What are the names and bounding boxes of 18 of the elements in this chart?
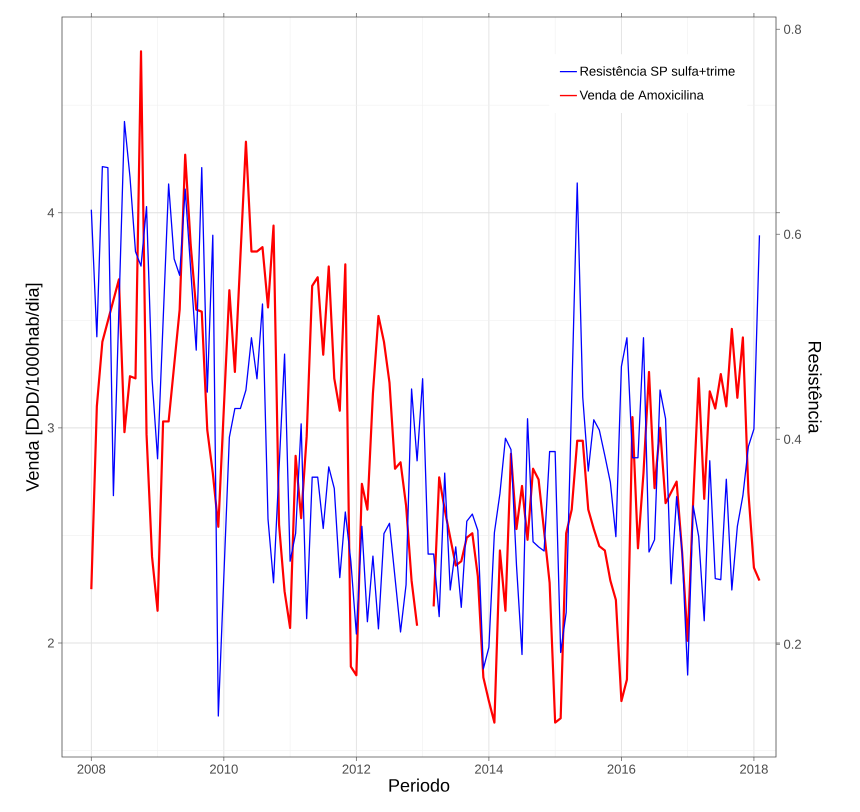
x-tick-label: 2010 (210, 764, 238, 774)
y2-tick-label: 0.2 (784, 640, 801, 649)
x-tick-label: 2008 (78, 764, 106, 774)
y2-tick-label: 0.6 (784, 230, 802, 239)
x-tick-label: 2012 (342, 764, 370, 774)
y-tick-label: 3 (48, 423, 54, 432)
x-tick-label: 2016 (608, 764, 636, 774)
y2-tick-label: 0.8 (784, 24, 802, 34)
y2-axis-title: Resistência (808, 342, 822, 434)
x-tick-label: 2018 (740, 764, 768, 774)
y-axis-title: Venda [DDD/1000hab/dia] (26, 284, 42, 492)
y-tick-label: 2 (48, 638, 54, 648)
x-tick-label: 2014 (475, 764, 503, 774)
legend-label: Resistência SP sulfa+trime (580, 66, 735, 76)
y2-tick-label: 0.4 (784, 434, 802, 444)
x-axis-title: Periodo (389, 778, 450, 792)
y-tick-label: 4 (48, 208, 54, 218)
legend-label: Venda de Amoxicilina (580, 90, 704, 100)
